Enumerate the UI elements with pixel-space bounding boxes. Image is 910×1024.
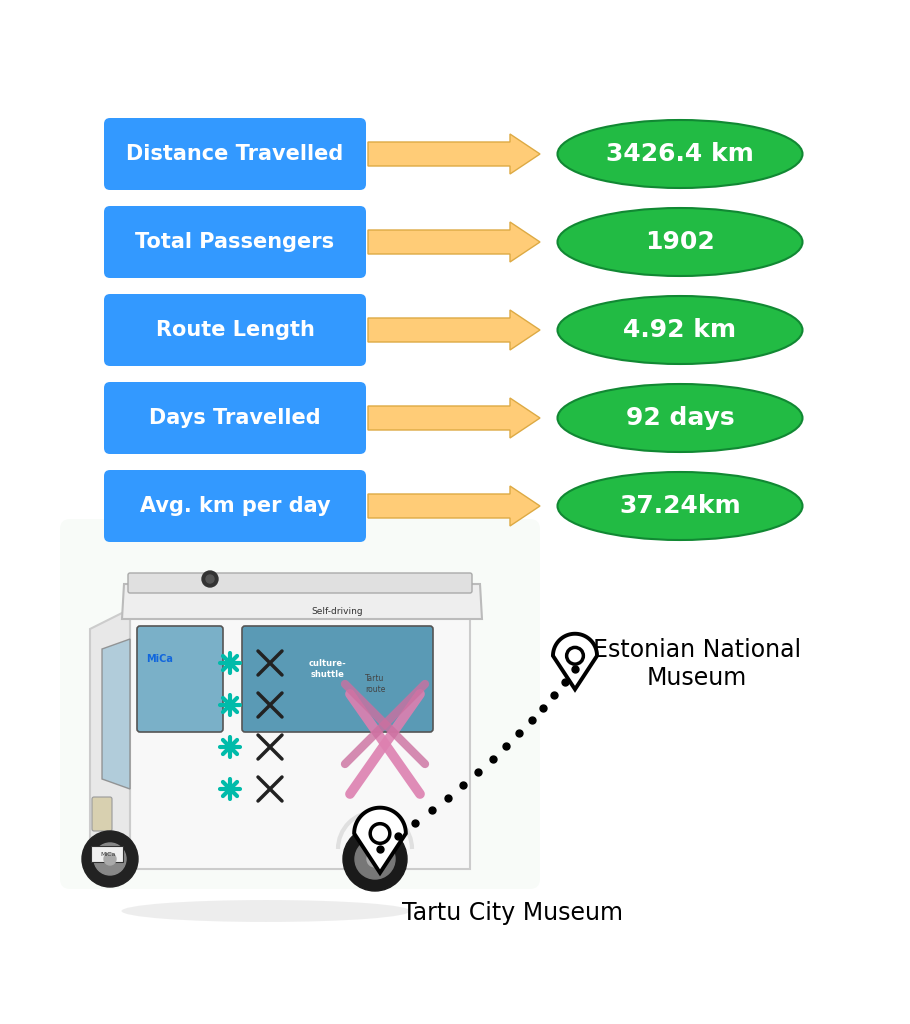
Polygon shape bbox=[130, 609, 470, 869]
Ellipse shape bbox=[558, 120, 803, 188]
Text: Tartu City Museum: Tartu City Museum bbox=[402, 901, 623, 925]
FancyBboxPatch shape bbox=[92, 797, 112, 831]
FancyBboxPatch shape bbox=[104, 470, 366, 542]
Text: Route Length: Route Length bbox=[156, 319, 315, 340]
Circle shape bbox=[355, 839, 395, 879]
Circle shape bbox=[206, 575, 214, 583]
Ellipse shape bbox=[558, 296, 803, 364]
FancyBboxPatch shape bbox=[137, 626, 223, 732]
Text: Self-driving: Self-driving bbox=[312, 606, 363, 615]
Circle shape bbox=[94, 843, 126, 874]
Circle shape bbox=[370, 823, 389, 844]
Circle shape bbox=[104, 853, 116, 865]
Ellipse shape bbox=[558, 384, 803, 452]
Polygon shape bbox=[368, 222, 540, 262]
Polygon shape bbox=[553, 634, 597, 689]
Polygon shape bbox=[354, 808, 406, 872]
Text: Total Passengers: Total Passengers bbox=[136, 232, 335, 252]
Ellipse shape bbox=[122, 900, 410, 922]
Circle shape bbox=[202, 571, 218, 587]
FancyBboxPatch shape bbox=[242, 626, 433, 732]
Polygon shape bbox=[122, 584, 482, 618]
FancyBboxPatch shape bbox=[104, 118, 366, 190]
Polygon shape bbox=[90, 609, 130, 869]
Polygon shape bbox=[368, 310, 540, 350]
Text: MiCa: MiCa bbox=[147, 654, 174, 664]
FancyBboxPatch shape bbox=[104, 206, 366, 278]
Text: MiCa: MiCa bbox=[100, 852, 116, 856]
Ellipse shape bbox=[558, 472, 803, 540]
Text: 1902: 1902 bbox=[645, 230, 715, 254]
Circle shape bbox=[82, 831, 138, 887]
Text: Distance Travelled: Distance Travelled bbox=[126, 144, 344, 164]
Text: culture-
shuttle: culture- shuttle bbox=[308, 659, 347, 679]
Text: 3426.4 km: 3426.4 km bbox=[606, 142, 754, 166]
Polygon shape bbox=[102, 639, 130, 790]
FancyBboxPatch shape bbox=[91, 846, 123, 862]
FancyBboxPatch shape bbox=[104, 382, 366, 454]
Circle shape bbox=[343, 827, 407, 891]
FancyBboxPatch shape bbox=[104, 294, 366, 366]
Text: Avg. km per day: Avg. km per day bbox=[140, 496, 330, 516]
FancyBboxPatch shape bbox=[128, 573, 472, 593]
Text: Days Travelled: Days Travelled bbox=[149, 408, 321, 428]
FancyBboxPatch shape bbox=[60, 519, 540, 889]
Text: Estonian National
Museum: Estonian National Museum bbox=[593, 638, 801, 690]
Polygon shape bbox=[368, 486, 540, 526]
Circle shape bbox=[367, 851, 383, 867]
Polygon shape bbox=[368, 134, 540, 174]
Text: 92 days: 92 days bbox=[626, 406, 734, 430]
Ellipse shape bbox=[558, 208, 803, 276]
Polygon shape bbox=[368, 398, 540, 438]
Circle shape bbox=[567, 647, 583, 665]
Text: 37.24km: 37.24km bbox=[619, 494, 741, 518]
Text: 4.92 km: 4.92 km bbox=[623, 318, 736, 342]
Text: Tartu
route: Tartu route bbox=[365, 674, 385, 693]
